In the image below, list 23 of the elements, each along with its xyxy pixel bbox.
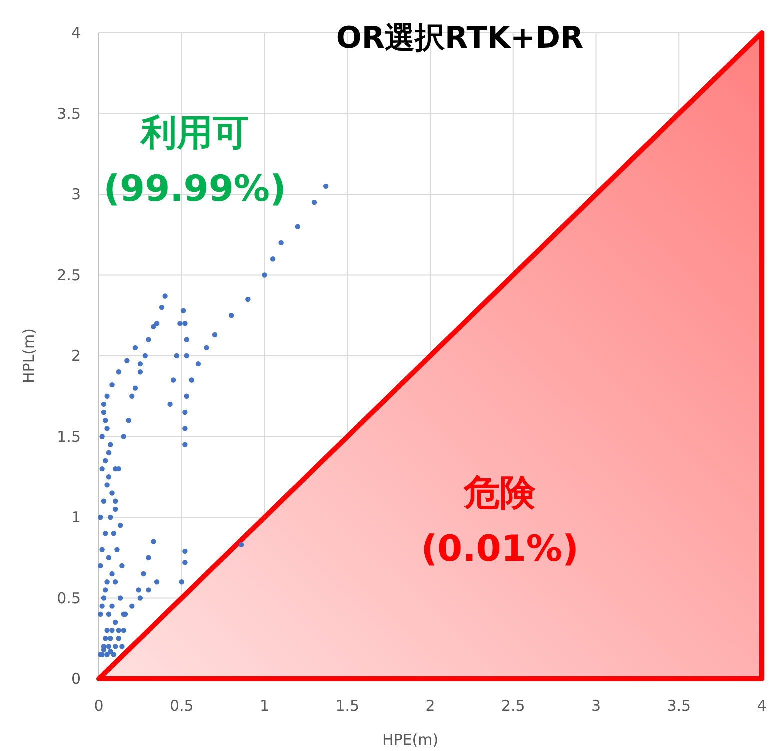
y-axis-title: HPL(m) [20,328,38,384]
x-tick-label: 1.5 [336,697,360,715]
y-tick-label: 2 [71,347,81,365]
annotation: 危険 (0.01%) [421,473,579,570]
x-tick-label: 0.5 [170,697,194,715]
x-tick-label: 2.5 [501,697,526,715]
x-tick-label: 2 [426,697,436,715]
chart-title: OR選択RTK+DR [336,21,584,56]
x-tick-label: 3 [591,697,602,715]
y-tick-label: 0.5 [57,589,81,608]
y-tick-label: 2.5 [57,266,81,284]
y-tick-label: 1.5 [57,428,81,446]
annotation: 利用可 (99.99%) [104,113,286,210]
y-tick-label: 0 [71,670,81,688]
y-tick-label: 3 [71,186,81,204]
x-tick-label: 0 [94,697,104,715]
x-tick-label: 3.5 [667,697,692,715]
y-tick-label: 4 [71,24,81,42]
x-tick-label: 1 [260,697,270,715]
y-tick-label: 1 [71,508,81,526]
y-tick-label: 3.5 [57,104,81,123]
x-tick-label: 4 [757,697,767,715]
x-axis-title: HPE(m) [382,731,439,749]
